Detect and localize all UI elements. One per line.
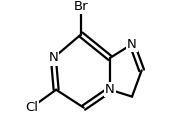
Text: N: N — [49, 51, 58, 64]
Text: N: N — [127, 38, 137, 51]
Text: Br: Br — [74, 0, 88, 13]
Text: Cl: Cl — [25, 101, 38, 114]
Text: N: N — [105, 83, 115, 96]
